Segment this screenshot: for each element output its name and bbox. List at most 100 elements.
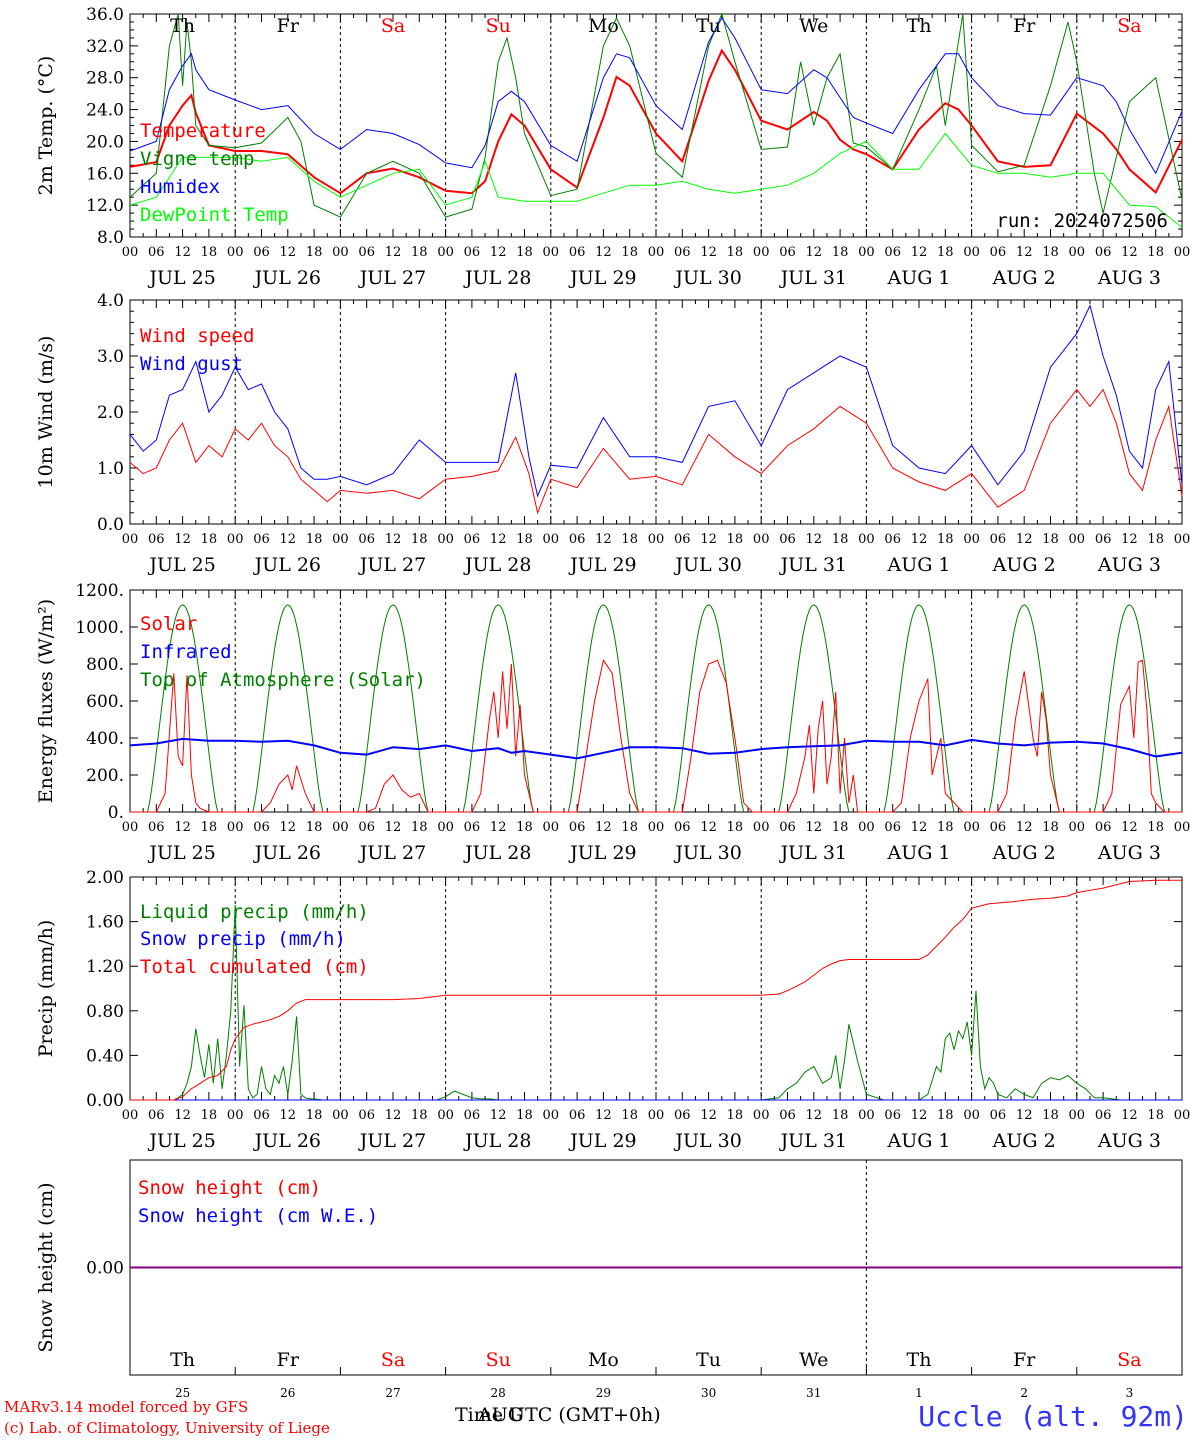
date-label: AUG 1 [886, 267, 950, 289]
weekday-label: Sa [1117, 15, 1141, 37]
hour-tick-label: 00 [1069, 1108, 1086, 1123]
hour-tick-label: 00 [858, 532, 875, 547]
weekday-label: Fr [277, 1349, 300, 1371]
hour-tick-label: 18 [1147, 820, 1164, 835]
hour-tick-label: 06 [884, 820, 901, 835]
hour-tick-label: 06 [990, 245, 1007, 260]
day-number-label: 31 [806, 1386, 821, 1400]
hour-tick-label: 18 [1147, 532, 1164, 547]
date-label: JUL 27 [358, 267, 426, 289]
hour-tick-label: 06 [1095, 532, 1112, 547]
hour-tick-label: 18 [516, 245, 533, 260]
toa-solar-curve [778, 604, 850, 813]
y-tick-label: 0.80 [86, 1002, 124, 1022]
legend-entry: Infrared [140, 641, 232, 663]
hour-tick-label: 06 [253, 1108, 270, 1123]
legend-entry: Wind gust [140, 353, 243, 375]
y-tick-label: 400. [86, 729, 124, 749]
hour-tick-label: 00 [648, 245, 665, 260]
hour-tick-label: 12 [490, 532, 507, 547]
weekday-label: Sa [1117, 1349, 1141, 1371]
hour-tick-label: 06 [569, 532, 586, 547]
y-tick-label: 600. [86, 692, 124, 712]
series-line-humidex [129, 17, 1183, 175]
panel-wind: 00 06 12 18 00 06 12 18 00 06 12 18 00 06 12 18 00 06 12 18… [35, 291, 1190, 576]
hour-tick-label: 06 [253, 245, 270, 260]
hour-tick-label: 18 [937, 245, 954, 260]
hour-tick-label: 06 [569, 1108, 586, 1123]
y-tick-label: 36.0 [86, 5, 124, 25]
hour-tick-label: 18 [201, 532, 218, 547]
date-label: AUG 2 [992, 554, 1056, 576]
y-tick-label: 24.0 [86, 101, 124, 121]
series-line-vigne-temp [129, 12, 1183, 218]
legend-entry: Humidex [140, 176, 220, 198]
hour-tick-label: 00 [1174, 1108, 1191, 1123]
hour-tick-label: 12 [806, 245, 823, 260]
legend-entry: Solar [140, 613, 197, 635]
weekday-label: Su [486, 1349, 511, 1371]
date-label: AUG 1 [886, 554, 950, 576]
hour-tick-label: 06 [990, 532, 1007, 547]
hour-tick-label: 06 [779, 820, 796, 835]
date-label: JUL 30 [673, 842, 741, 864]
hour-tick-label: 12 [595, 1108, 612, 1123]
series-line-solar [130, 659, 1182, 813]
hour-tick-label: 18 [832, 820, 849, 835]
hour-tick-label: 12 [385, 532, 402, 547]
y-tick-label: 1.0 [97, 459, 124, 479]
y-tick-label: 16.0 [86, 164, 124, 184]
credit-model: MARv3.14 model forced by GFS [4, 1398, 249, 1416]
hour-tick-label: 00 [543, 820, 560, 835]
y-tick-label: 12.0 [86, 196, 124, 216]
y-tick-label: 28.0 [86, 69, 124, 89]
hour-tick-label: 12 [1121, 532, 1138, 547]
hour-tick-label: 18 [306, 245, 323, 260]
y-tick-label: 4.0 [97, 291, 124, 311]
hour-tick-label: 06 [569, 820, 586, 835]
hour-tick-label: 18 [306, 532, 323, 547]
toa-solar-curve [1093, 604, 1165, 813]
hour-tick-label: 12 [385, 245, 402, 260]
x-axis-label: Time UTC (GMT+0h) [455, 1404, 661, 1426]
date-label: AUG 1 [886, 1130, 950, 1152]
day-number-label: 26 [280, 1386, 295, 1400]
hour-tick-label: 12 [490, 1108, 507, 1123]
hour-tick-label: 00 [648, 820, 665, 835]
hour-tick-label: 12 [595, 532, 612, 547]
hour-tick-label: 00 [227, 820, 244, 835]
hour-tick-label: 18 [306, 1108, 323, 1123]
hour-tick-label: 12 [174, 820, 191, 835]
y-tick-label: 1.60 [86, 913, 124, 933]
y-tick-label: 32.0 [86, 37, 124, 57]
y-tick-label: 0.0 [97, 515, 124, 535]
weekday-label: We [799, 15, 828, 37]
weekday-label: Fr [1013, 15, 1036, 37]
hour-tick-label: 00 [753, 245, 770, 260]
date-label: AUG 3 [1097, 554, 1161, 576]
date-label: JUL 25 [147, 554, 215, 576]
legend-entry: Snow height (cm W.E.) [138, 1205, 378, 1227]
hour-tick-label: 18 [621, 820, 638, 835]
panel-temp: 00 06 12 18 00 06 12 18 00 06 12 18 00 06 12 18 00 06 12 18… [35, 5, 1190, 289]
hour-tick-label: 00 [122, 820, 139, 835]
date-label: JUL 29 [568, 842, 636, 864]
hour-tick-label: 00 [227, 245, 244, 260]
hour-tick-label: 18 [727, 532, 744, 547]
hour-tick-label: 00 [1174, 532, 1191, 547]
date-label: JUL 29 [568, 1130, 636, 1152]
hour-tick-label: 00 [543, 245, 560, 260]
hour-tick-label: 00 [753, 1108, 770, 1123]
hour-tick-label: 00 [543, 532, 560, 547]
hour-tick-label: 06 [674, 245, 691, 260]
hour-tick-label: 06 [148, 532, 165, 547]
date-label: JUL 26 [253, 554, 321, 576]
hour-tick-label: 18 [411, 532, 428, 547]
hour-tick-label: 18 [201, 1108, 218, 1123]
hour-tick-label: 18 [516, 820, 533, 835]
legend-entry: Vigne temp [140, 148, 254, 170]
hour-tick-label: 18 [727, 245, 744, 260]
weekday-label: Mo [588, 15, 619, 37]
hour-tick-label: 00 [227, 1108, 244, 1123]
hour-tick-label: 00 [648, 1108, 665, 1123]
